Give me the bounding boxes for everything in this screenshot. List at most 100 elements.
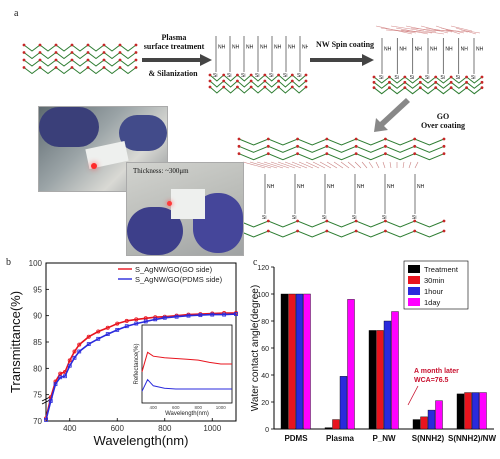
substrate-chain (373, 76, 483, 84)
silanized-substrate-illustration: NH Si NH Si NH Si NH Si NH Si NH Si NH Si (208, 36, 308, 94)
si-label: Si (456, 75, 460, 81)
atom-dot (266, 152, 270, 156)
category-label: S(NNH2) (412, 434, 445, 443)
si-label: Si (440, 75, 444, 81)
y-tick-label: 95 (33, 285, 42, 294)
atom-dot (434, 80, 438, 84)
atom-dot (325, 144, 329, 148)
legend-label: 1day (424, 298, 441, 307)
atom-dot (442, 219, 446, 223)
atom-dot (236, 73, 239, 77)
atom-dot (449, 75, 453, 79)
inset-x-tick-label: 1000 (216, 405, 227, 410)
bar-0-2 (295, 293, 304, 430)
nanowire-strand (402, 161, 405, 169)
atom-dot (118, 43, 122, 47)
nh-label: NH (288, 45, 296, 51)
y-axis-label: Water contact angle(degree) (250, 285, 261, 411)
data-point (198, 313, 203, 318)
data-point (162, 315, 167, 320)
y-tick-label: 100 (29, 259, 43, 268)
bar-2-3 (391, 311, 399, 430)
plasma-step-label: Plasma surface treatment (140, 33, 208, 51)
atom-dot (266, 219, 270, 223)
annotation-line2: WCA=76.5 (414, 377, 449, 384)
nanowire-strand (430, 29, 457, 32)
data-point (72, 349, 77, 354)
atom-dot (296, 144, 299, 148)
x-tick-label: 1000 (203, 424, 221, 433)
y-tick-label: 100 (257, 292, 269, 299)
atom-dot (54, 66, 58, 69)
y-axis-label: Transmittance(%) (8, 291, 23, 393)
arrow-down-left-icon (374, 98, 410, 132)
category-label: S(NNH2)/NW (448, 434, 496, 443)
nanowire-strand (277, 161, 296, 169)
atom-dot (354, 219, 358, 223)
inset-x-tick-label: 800 (194, 405, 202, 410)
axis-break-mark (41, 396, 51, 402)
atom-dot (277, 79, 280, 83)
inset-frame (141, 324, 233, 404)
legend-swatch (408, 265, 420, 273)
atom-dot (70, 43, 74, 47)
atom-dot (22, 66, 26, 69)
substrate-chain (238, 145, 445, 153)
bar-0-1 (288, 293, 296, 430)
data-point (63, 374, 67, 379)
nh-label: NH (302, 45, 308, 51)
atom-dot (22, 43, 26, 47)
atom-dot (118, 66, 122, 69)
data-point (72, 355, 77, 360)
atom-dot (325, 137, 329, 141)
atom-dot (304, 79, 308, 83)
data-point (124, 318, 129, 323)
atom-dot (236, 85, 239, 89)
atom-dot (296, 219, 299, 223)
nanowire-strand (375, 161, 380, 169)
category-label: Plasma (326, 434, 355, 443)
atom-dot (70, 58, 74, 62)
atom-dot (266, 229, 270, 233)
nanowire-strand (450, 25, 473, 32)
data-point (44, 418, 48, 422)
atom-dot (102, 51, 106, 54)
nh-label: NH (218, 45, 226, 51)
data-point (134, 317, 139, 322)
atom-dot (38, 51, 42, 54)
atom-dot (70, 66, 74, 69)
substrate-chain (209, 86, 307, 94)
data-point (105, 332, 110, 336)
go-step-line2: Over coating (420, 121, 466, 130)
nh-label: NH (415, 47, 423, 53)
si-label: Si (379, 75, 383, 81)
data-point (234, 312, 238, 316)
inset-y-label: Reflectance(%) (134, 343, 140, 384)
annotation-arrow (407, 385, 419, 406)
nanowire-strand (340, 161, 350, 169)
legend-swatch (408, 276, 420, 284)
atom-dot (296, 152, 299, 156)
inset-series-line (141, 378, 232, 392)
axis-break-mark (41, 399, 51, 405)
atom-dot (413, 144, 417, 148)
nh-label: NH (260, 45, 268, 51)
nanowire-strand (242, 161, 266, 169)
bar-3-1 (420, 416, 428, 430)
atom-dot (237, 144, 241, 148)
data-point (115, 327, 120, 332)
bar-2-1 (376, 330, 384, 430)
transmittance-chart: 70 75 80 85 90 95 100 400 600 800 1000 Wavelength(n… (8, 259, 238, 448)
atom-dot (388, 75, 391, 79)
atom-dot (208, 85, 212, 89)
atom-dot (388, 80, 391, 84)
glove-hand (39, 107, 99, 147)
atom-dot (134, 58, 138, 62)
nanowire-strand (270, 161, 290, 169)
atom-dot (118, 58, 122, 62)
atom-dot (384, 152, 387, 156)
atom-dot (434, 86, 438, 90)
atom-dot (22, 58, 26, 62)
si-label: Si (352, 215, 356, 221)
data-point (134, 321, 139, 326)
